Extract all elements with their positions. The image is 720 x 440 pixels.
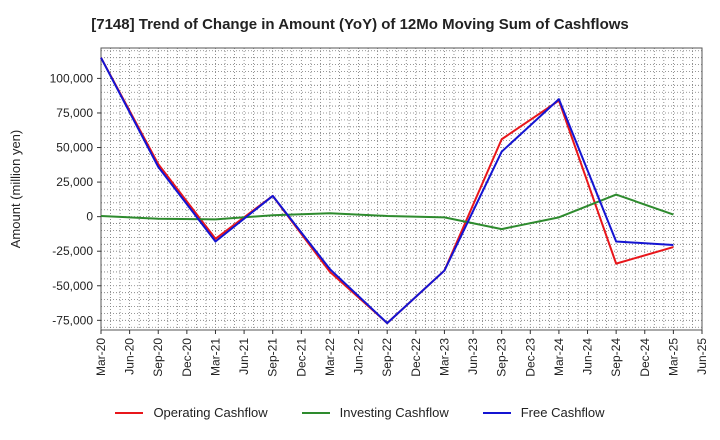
y-tick-label: 100,000 bbox=[50, 71, 94, 85]
x-tick-label: Mar-25 bbox=[666, 338, 680, 376]
y-tick-label: 50,000 bbox=[56, 141, 93, 155]
x-tick-label: Jun-23 bbox=[466, 338, 480, 375]
legend-item-operating-cashflow: Operating Cashflow bbox=[115, 405, 268, 420]
data-point-investing-cashflow bbox=[672, 213, 674, 215]
legend-swatch-investing bbox=[301, 411, 330, 414]
x-tick-label: Jun-21 bbox=[237, 338, 251, 375]
x-tick-label: Sep-21 bbox=[266, 338, 280, 377]
data-point-investing-cashflow bbox=[615, 193, 617, 195]
series-line-investing-cashflow bbox=[100, 193, 674, 231]
y-tick-label: 25,000 bbox=[56, 175, 93, 189]
data-point-investing-cashflow bbox=[558, 216, 560, 218]
data-point-investing-cashflow bbox=[214, 218, 216, 220]
legend-label-investing: Investing Cashflow bbox=[339, 405, 449, 420]
series-line-operating-cashflow bbox=[100, 57, 674, 325]
data-point-free-cashflow bbox=[386, 322, 388, 324]
x-tick-label: Sep-22 bbox=[380, 338, 394, 377]
x-tick-label: Mar-24 bbox=[552, 338, 566, 376]
chart-title: [7148] Trend of Change in Amount (YoY) o… bbox=[91, 16, 629, 33]
x-tick-label: Dec-23 bbox=[523, 338, 537, 377]
data-point-free-cashflow bbox=[157, 166, 159, 168]
data-point-free-cashflow bbox=[100, 56, 102, 58]
y-tick-label: -75,000 bbox=[52, 313, 93, 327]
series-layer bbox=[100, 56, 674, 325]
data-point-investing-cashflow bbox=[500, 228, 502, 230]
y-axis-label: Amount (million yen) bbox=[8, 130, 23, 249]
data-point-operating-cashflow bbox=[672, 246, 674, 248]
axis-layer: -75,000 -50,000 -25,000 0 25,000 50,000 75,000… bbox=[50, 71, 709, 376]
x-tick-label: Mar-21 bbox=[208, 338, 222, 376]
x-tick-label: Mar-20 bbox=[94, 338, 108, 376]
x-tick-label: Sep-20 bbox=[151, 338, 165, 377]
y-tick-label: 75,000 bbox=[56, 106, 93, 120]
x-tick-label: Dec-21 bbox=[294, 338, 308, 377]
data-point-free-cashflow bbox=[558, 98, 560, 100]
x-tick-label: Mar-23 bbox=[437, 338, 451, 376]
x-tick-label: Jun-25 bbox=[695, 338, 709, 375]
x-tick-label: Dec-22 bbox=[409, 338, 423, 377]
data-point-investing-cashflow bbox=[157, 218, 159, 220]
x-tick-label: Jun-22 bbox=[352, 338, 366, 375]
legend-swatch-free bbox=[482, 411, 511, 414]
data-point-free-cashflow bbox=[329, 268, 331, 270]
data-point-free-cashflow bbox=[214, 240, 216, 242]
data-point-investing-cashflow bbox=[443, 216, 445, 218]
y-tick-label: -50,000 bbox=[52, 279, 93, 293]
legend: Operating Cashflow Investing Cashflow Fr… bbox=[0, 405, 720, 420]
legend-label-operating: Operating Cashflow bbox=[153, 405, 268, 420]
grid-layer bbox=[101, 48, 702, 330]
legend-item-free-cashflow: Free Cashflow bbox=[482, 405, 605, 420]
series-line-free-cashflow bbox=[100, 57, 674, 325]
data-point-free-cashflow bbox=[615, 240, 617, 242]
plot-frame bbox=[100, 47, 703, 331]
x-tick-label: Sep-24 bbox=[609, 338, 623, 377]
data-point-investing-cashflow bbox=[329, 212, 331, 214]
x-tick-label: Jun-24 bbox=[581, 338, 595, 375]
data-point-free-cashflow bbox=[500, 150, 502, 152]
data-point-investing-cashflow bbox=[100, 215, 102, 217]
x-tick-label: Jun-20 bbox=[123, 338, 137, 375]
data-point-free-cashflow bbox=[443, 269, 445, 271]
x-tick-label: Dec-24 bbox=[638, 338, 652, 377]
x-tick-label: Dec-20 bbox=[180, 338, 194, 377]
y-tick-label: 0 bbox=[86, 210, 93, 224]
data-point-free-cashflow bbox=[672, 244, 674, 246]
data-point-free-cashflow bbox=[272, 195, 274, 197]
data-point-operating-cashflow bbox=[615, 262, 617, 264]
x-tick-label: Mar-22 bbox=[323, 338, 337, 376]
y-tick-label: -25,000 bbox=[52, 244, 93, 258]
data-point-investing-cashflow bbox=[386, 215, 388, 217]
x-tick-label: Sep-23 bbox=[495, 338, 509, 377]
legend-label-free: Free Cashflow bbox=[520, 405, 605, 420]
legend-swatch-operating bbox=[115, 411, 144, 414]
legend-item-investing-cashflow: Investing Cashflow bbox=[301, 405, 449, 420]
data-point-investing-cashflow bbox=[272, 214, 274, 216]
data-point-operating-cashflow bbox=[500, 138, 502, 140]
